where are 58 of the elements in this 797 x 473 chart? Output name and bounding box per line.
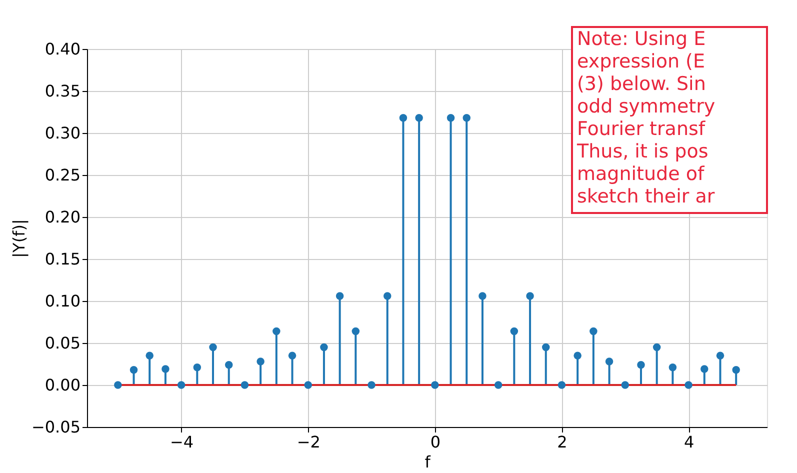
point	[384, 292, 392, 300]
point	[621, 381, 630, 389]
point	[415, 114, 423, 122]
y-tick-label: 0.10	[44, 292, 80, 310]
y-tick-label: 0.05	[44, 334, 80, 352]
point	[652, 343, 661, 352]
point	[542, 343, 550, 352]
point	[240, 381, 249, 389]
point	[336, 292, 344, 300]
point	[320, 343, 328, 352]
x-tick-label: −2	[296, 432, 320, 452]
point	[288, 352, 296, 360]
y-tick-label: 0.00	[44, 376, 80, 394]
x-tick-label: −4	[170, 432, 194, 452]
point	[177, 381, 186, 389]
point	[605, 358, 614, 366]
point	[478, 292, 486, 300]
point	[193, 363, 202, 372]
point	[526, 292, 534, 300]
y-axis-title: |Y(f)|	[9, 219, 28, 258]
point	[668, 363, 677, 372]
point	[224, 360, 233, 369]
point	[494, 381, 502, 389]
y-tick-label: 0.40	[44, 40, 80, 58]
y-tick-label: −0.05	[31, 418, 80, 436]
x-tick-label: 0	[430, 432, 441, 452]
y-tick-label: 0.15	[44, 250, 80, 268]
point	[462, 114, 470, 122]
x-tick-label: 4	[684, 432, 694, 452]
point	[272, 327, 280, 336]
y-tick-label: 0.20	[44, 208, 80, 226]
point	[114, 381, 122, 389]
point	[590, 327, 598, 336]
point	[162, 365, 170, 373]
point	[368, 381, 376, 389]
point	[510, 327, 518, 336]
point	[146, 352, 154, 360]
point	[304, 381, 312, 389]
x-tick-label: 2	[557, 432, 568, 452]
point	[700, 365, 708, 373]
point	[732, 366, 740, 374]
point	[446, 114, 455, 122]
point	[684, 381, 692, 389]
y-tick-label: 0.25	[44, 166, 80, 184]
point	[558, 381, 566, 389]
annotation: Note: Using E expression (E (3) below. Sin odd symmetry Fourier transf Thus, it is pos magnitude of sketch their ar	[576, 28, 716, 208]
point	[431, 381, 439, 389]
point	[130, 366, 138, 374]
point	[637, 360, 645, 369]
x-axis-title: f	[424, 452, 431, 472]
point	[399, 114, 408, 122]
y-tick-label: 0.35	[44, 82, 80, 100]
y-tick-label: 0.30	[44, 124, 80, 142]
point	[716, 352, 724, 360]
point	[209, 343, 217, 352]
point	[352, 327, 360, 336]
point	[574, 352, 582, 360]
point	[256, 358, 264, 366]
